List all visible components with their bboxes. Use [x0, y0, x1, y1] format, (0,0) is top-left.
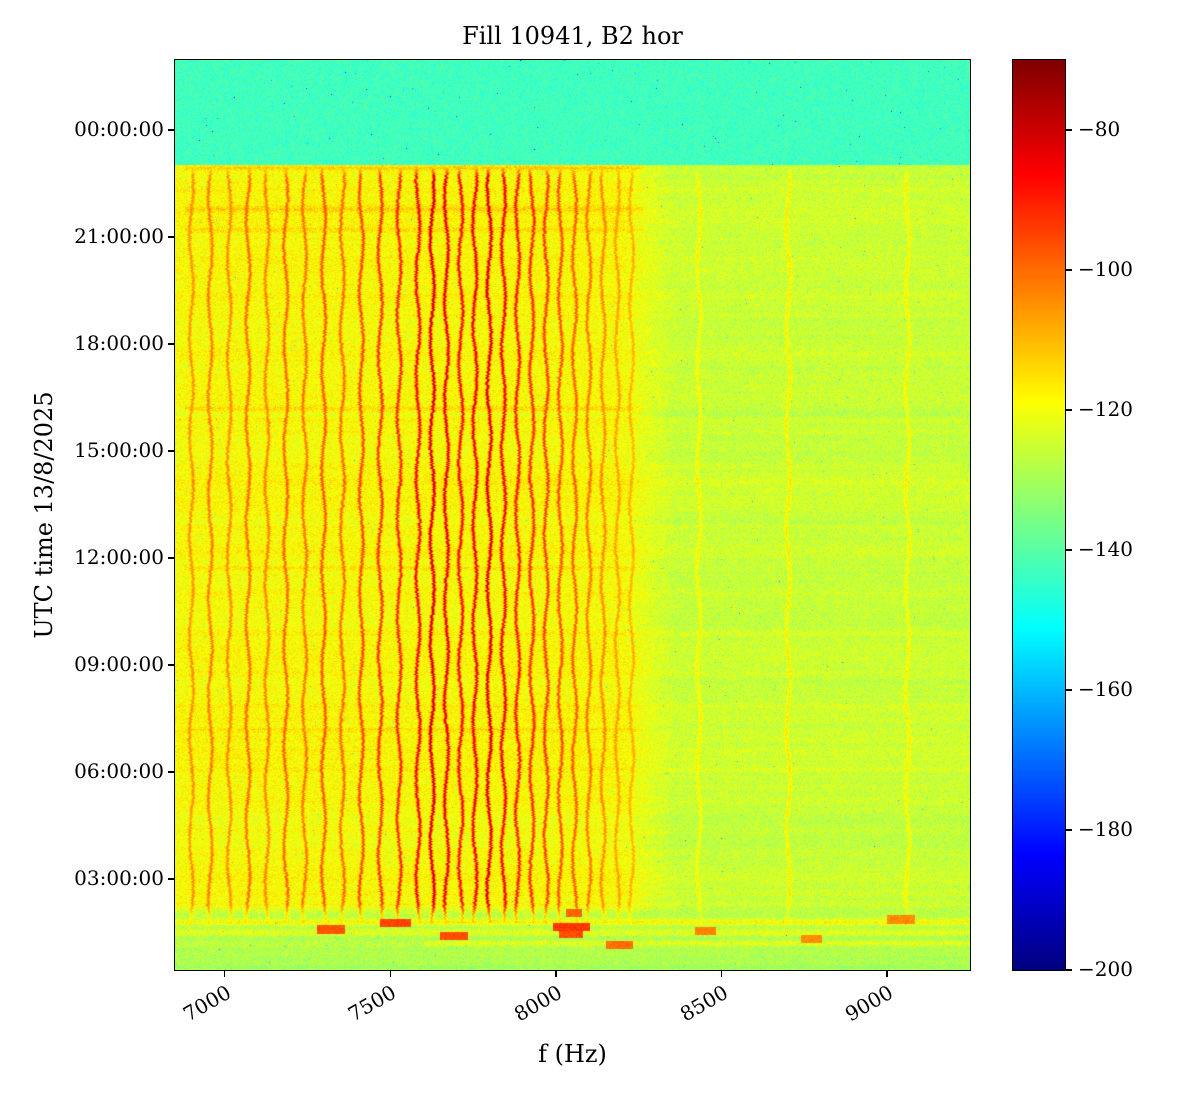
plot-title: Fill 10941, B2 hor	[462, 22, 683, 50]
y-tick-label: 09:00:00	[74, 651, 164, 676]
x-tick-mark	[555, 970, 557, 977]
colorbar-tick-mark	[1065, 689, 1072, 691]
y-tick-label: 18:00:00	[74, 331, 164, 355]
y-tick-mark	[168, 129, 175, 131]
y-tick-mark	[168, 236, 175, 238]
y-axis-label: UTC time 13/8/2025	[30, 391, 58, 639]
y-tick-mark	[168, 771, 175, 773]
colorbar-tick-label: −160	[1078, 677, 1133, 701]
x-axis-label: f (Hz)	[538, 1040, 607, 1068]
colorbar-tick-label: −120	[1078, 397, 1133, 421]
colorbar-tick-label: −200	[1078, 957, 1133, 981]
colorbar-tick-label: −80	[1078, 117, 1121, 141]
colorbar-tick-mark	[1065, 549, 1072, 551]
y-tick-label: 03:00:00	[74, 866, 164, 890]
y-tick-mark	[168, 557, 175, 559]
y-tick-label: 12:00:00	[74, 545, 164, 570]
x-tick-mark	[720, 970, 723, 977]
colorbar-tick-mark	[1065, 269, 1072, 271]
y-tick-label: 06:00:00	[74, 758, 164, 783]
colorbar-tick-label: −100	[1078, 257, 1133, 281]
spectrogram-heatmap	[175, 60, 970, 970]
colorbar-tick-mark	[1065, 969, 1072, 971]
colorbar-tick-label: −180	[1078, 817, 1133, 841]
colorbar-tick-mark	[1065, 129, 1072, 131]
y-tick-mark	[168, 664, 175, 666]
y-tick-label: 00:00:00	[74, 116, 164, 141]
x-tick-mark	[886, 970, 888, 977]
colorbar-tick-mark	[1065, 829, 1072, 831]
colorbar-gradient	[1013, 60, 1065, 970]
y-tick-mark	[168, 343, 175, 345]
y-tick-label: 15:00:00	[74, 438, 164, 463]
colorbar-tick-label: −140	[1078, 537, 1133, 561]
y-tick-mark	[168, 878, 175, 880]
colorbar-tick-mark	[1065, 409, 1072, 411]
y-tick-label: 21:00:00	[74, 223, 164, 248]
x-tick-mark	[389, 970, 391, 977]
x-tick-mark	[223, 970, 226, 977]
y-tick-mark	[168, 450, 175, 452]
